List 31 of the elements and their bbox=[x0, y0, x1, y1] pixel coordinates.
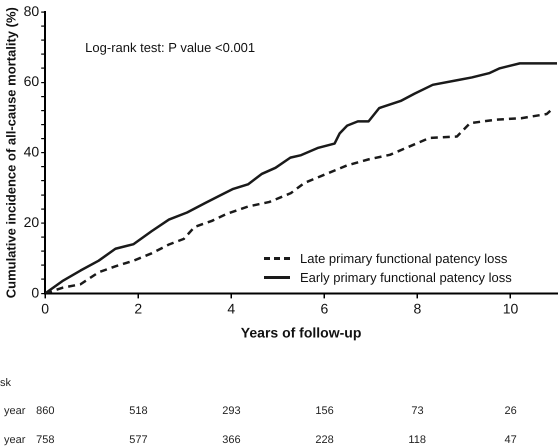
text: 758 bbox=[36, 434, 55, 446]
text: 366 bbox=[222, 434, 241, 446]
text: 118 bbox=[408, 434, 426, 446]
text: 518 bbox=[129, 405, 148, 417]
text: 156 bbox=[315, 405, 334, 417]
y-tick-label: 0 bbox=[31, 284, 40, 300]
y-tick-label: 40 bbox=[24, 144, 40, 160]
text: sk bbox=[0, 377, 11, 389]
text: 228 bbox=[315, 434, 334, 446]
x-tick-label: 8 bbox=[414, 300, 422, 317]
y-tick-label: 80 bbox=[24, 2, 40, 19]
text: year bbox=[4, 405, 26, 417]
text: 26 bbox=[504, 405, 517, 417]
text: 293 bbox=[222, 405, 241, 417]
x-tick-label: 0 bbox=[41, 300, 50, 317]
x-axis-title: Years of follow-up bbox=[240, 324, 362, 340]
y-tick-label: 20 bbox=[24, 214, 40, 230]
text: 47 bbox=[504, 434, 517, 446]
legend-label: Late primary functional patency loss bbox=[300, 251, 508, 266]
text: year bbox=[4, 434, 26, 446]
text: 860 bbox=[36, 405, 55, 417]
x-tick-label: 2 bbox=[134, 300, 142, 317]
x-tick-label: 4 bbox=[227, 300, 236, 317]
y-tick-label: 60 bbox=[24, 73, 40, 90]
x-tick-label: 10 bbox=[502, 300, 518, 317]
text: 577 bbox=[129, 434, 148, 446]
text: 73 bbox=[411, 405, 424, 417]
y-axis-title: Cumulative incidence of all-cause mortality (%) bbox=[3, 7, 18, 298]
legend-label: Early primary functional patency loss bbox=[300, 270, 512, 286]
x-tick-label: 6 bbox=[320, 300, 328, 317]
annotation: Log-rank test: P value <0.001 bbox=[85, 40, 256, 55]
